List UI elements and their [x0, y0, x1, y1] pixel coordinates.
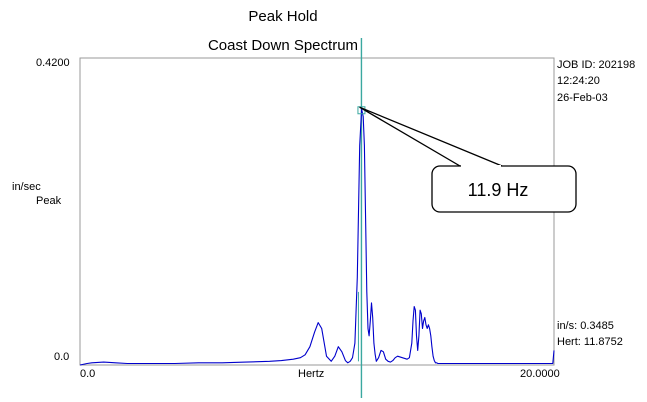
x-axis-label: Hertz — [298, 368, 324, 380]
chart-subtitle: Coast Down Spectrum — [208, 37, 358, 54]
date-text: 26-Feb-03 — [557, 92, 608, 104]
time-text: 12:24:20 — [557, 75, 600, 87]
cursor-amplitude-readout: in/s: 0.3485 — [557, 320, 614, 332]
cursor-frequency-readout: Hert: 11.8752 — [557, 336, 623, 348]
callout-label: 11.9 Hz — [468, 180, 529, 200]
chart-title: Peak Hold — [248, 8, 317, 25]
y-axis-label-line1: in/sec — [12, 181, 41, 193]
y-tick-min: 0.0 — [54, 351, 69, 363]
y-axis-label-line2: Peak — [36, 195, 62, 207]
x-tick-min: 0.0 — [80, 368, 95, 380]
spectrum-series-line-0 — [79, 108, 555, 366]
job-id-text: JOB ID: 202198 — [557, 59, 635, 71]
callout-box — [431, 165, 577, 213]
x-tick-max: 20.0000 — [520, 368, 560, 380]
callout-pointer — [359, 106, 503, 167]
y-tick-max: 0.4200 — [36, 57, 70, 69]
